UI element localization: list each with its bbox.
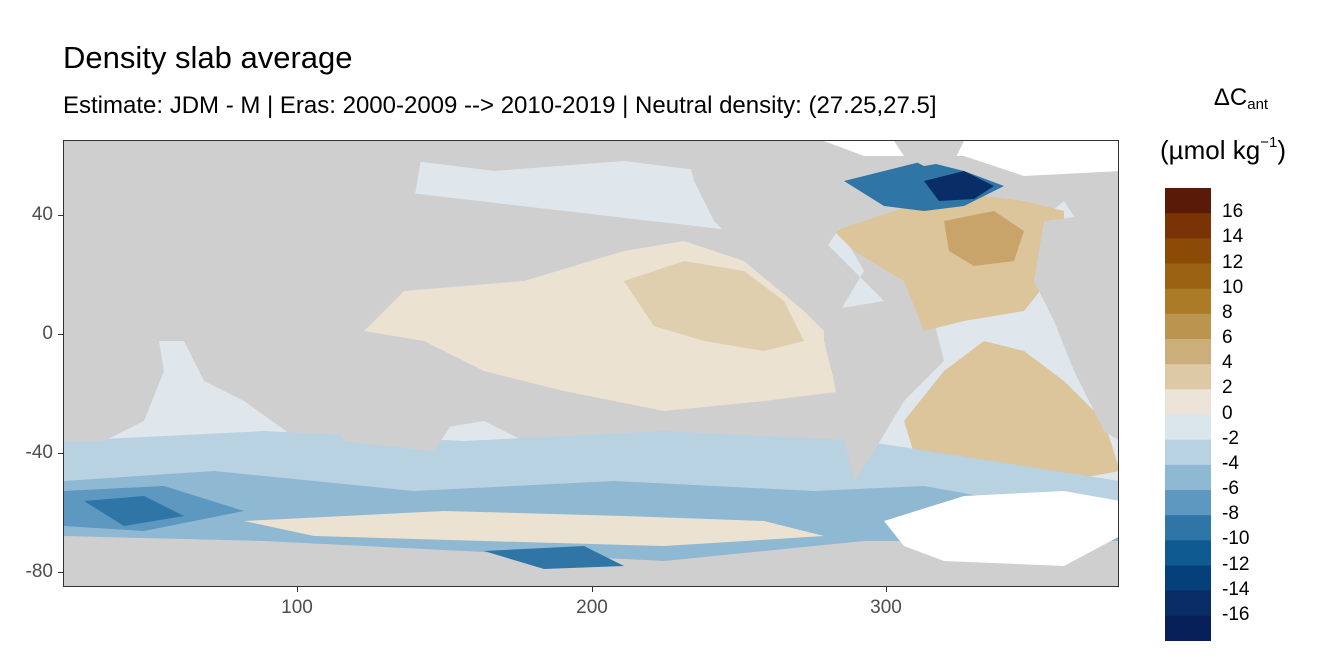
- asia: [64, 141, 424, 271]
- africa: [64, 241, 164, 441]
- ocean-beige-east: [624, 261, 804, 351]
- legend-label: 8: [1222, 301, 1233, 323]
- legend-swatch: [1165, 263, 1211, 290]
- legend-swatch: [1165, 540, 1211, 566]
- x-tick-label-300: 300: [870, 597, 902, 618]
- legend-swatch: [1165, 464, 1211, 491]
- legend-label: 4: [1222, 352, 1233, 374]
- x-tick-label-200: 200: [576, 597, 608, 618]
- legend-label: -2: [1222, 427, 1239, 449]
- legend-label: 2: [1222, 377, 1233, 399]
- legend-swatch: [1165, 490, 1211, 516]
- legend-swatch: [1165, 339, 1211, 365]
- plot-subtitle: Estimate: JDM - M | Eras: 2000-2009 --> …: [63, 92, 937, 119]
- legend-swatch: [1165, 414, 1211, 441]
- legend-label: -16: [1222, 603, 1250, 625]
- legend-swatch: [1165, 439, 1211, 466]
- arctic-white: [824, 141, 1118, 176]
- legend-swatch: [1165, 590, 1211, 617]
- legend-label: -4: [1222, 452, 1239, 474]
- legend-label: 12: [1222, 251, 1244, 273]
- ross-sea-dark: [484, 546, 624, 569]
- legend-label: -14: [1222, 578, 1250, 600]
- weddell-sea-ice: [884, 491, 1118, 566]
- legend-label: 10: [1222, 276, 1244, 298]
- plot-title: Density slab average: [63, 40, 353, 75]
- greenland: [894, 141, 964, 166]
- legend-label: -12: [1222, 553, 1250, 575]
- legend-label: 6: [1222, 327, 1233, 348]
- legend-label: -8: [1222, 503, 1239, 525]
- north-america: [684, 141, 844, 261]
- south-america: [824, 301, 914, 481]
- legend-label: -6: [1222, 478, 1239, 499]
- legend-colorbar: [1165, 188, 1211, 641]
- ocean-atlantic-north-dark: [944, 211, 1024, 266]
- legend-unit-close: ): [1277, 135, 1286, 165]
- southern-beige-strip: [244, 511, 824, 546]
- legend-title-main: ΔC: [1213, 84, 1248, 111]
- x-tick: [297, 587, 298, 592]
- legend-title-sub: ant: [1247, 96, 1269, 113]
- legend-swatch: [1165, 615, 1211, 641]
- y-tick: [58, 453, 63, 454]
- legend-swatch: [1165, 515, 1211, 541]
- legend-swatch: [1165, 188, 1211, 214]
- southern-band-4: [84, 496, 184, 526]
- australia: [329, 371, 454, 451]
- nordic-dark: [924, 171, 994, 201]
- legend-swatch: [1165, 288, 1211, 315]
- y-tick: [58, 572, 63, 573]
- y-tick: [58, 215, 63, 216]
- legend-swatch: [1165, 364, 1211, 390]
- legend-swatch: [1165, 313, 1211, 340]
- legend-title: ΔCant: [1166, 84, 1316, 113]
- legend-swatch: [1165, 565, 1211, 592]
- legend-unit: (µmol kg−1): [1160, 134, 1286, 166]
- y-tick-label-minus80: -80: [25, 561, 53, 582]
- legend-unit-open: (µmol kg: [1160, 135, 1261, 165]
- legend-unit-sup: −1: [1260, 134, 1278, 151]
- legend-label: 0: [1222, 402, 1233, 424]
- y-tick: [58, 334, 63, 335]
- x-tick: [592, 587, 593, 592]
- legend-swatch: [1165, 389, 1211, 415]
- legend-label: 14: [1222, 226, 1244, 248]
- x-tick: [886, 587, 887, 592]
- map-panel: [63, 140, 1119, 587]
- y-tick-label-minus40: -40: [25, 442, 53, 463]
- x-tick-label-100: 100: [281, 597, 313, 618]
- legend-label: -10: [1222, 528, 1250, 550]
- legend-label: 16: [1222, 201, 1244, 223]
- y-tick-label-40: 40: [31, 204, 53, 225]
- map-svg: [64, 141, 1118, 586]
- ocean-atlantic-south: [904, 341, 1118, 486]
- legend-swatch: [1165, 213, 1211, 239]
- legend-swatch: [1165, 238, 1211, 264]
- europe-africa-east: [1034, 211, 1118, 440]
- y-tick-label-0: 0: [42, 323, 53, 344]
